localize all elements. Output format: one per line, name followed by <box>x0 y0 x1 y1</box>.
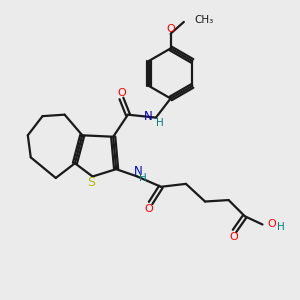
Text: CH₃: CH₃ <box>194 15 213 26</box>
Text: S: S <box>87 176 95 189</box>
Text: O: O <box>268 220 276 230</box>
Text: N: N <box>144 110 153 123</box>
Text: O: O <box>117 88 126 98</box>
Text: O: O <box>166 24 175 34</box>
Text: H: H <box>277 222 284 232</box>
Text: H: H <box>156 118 164 128</box>
Text: O: O <box>230 232 238 242</box>
Text: H: H <box>139 173 146 183</box>
Text: O: O <box>145 204 154 214</box>
Text: N: N <box>134 165 142 178</box>
